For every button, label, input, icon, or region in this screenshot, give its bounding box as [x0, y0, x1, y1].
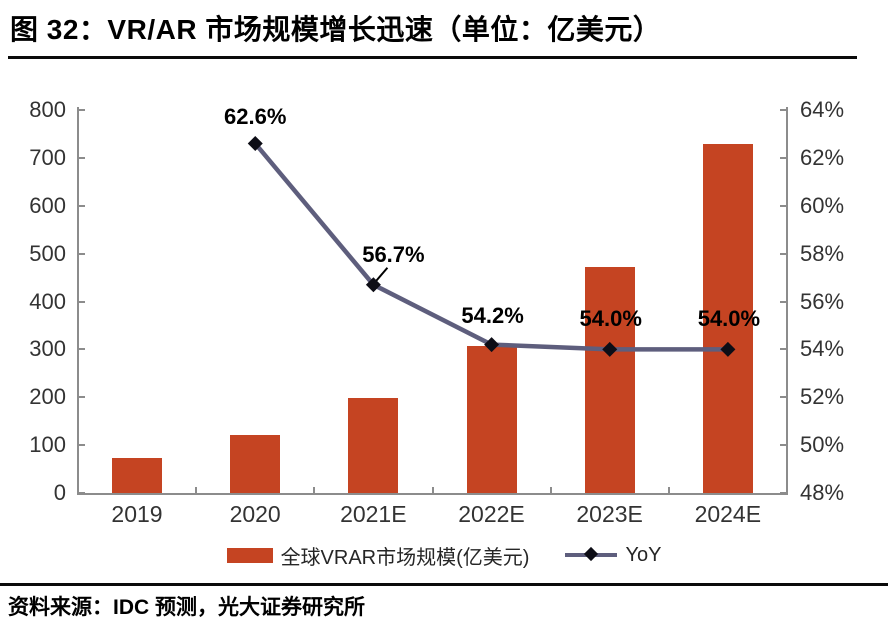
y-axis-right-tick: [780, 109, 787, 111]
bar-2023E: [584, 266, 635, 493]
y-axis-left-tick-label: 200: [29, 384, 66, 410]
y-axis-left-tick-label: 300: [29, 336, 66, 362]
y-axis-left-tick: [78, 492, 85, 494]
x-axis-category-label: 2024E: [694, 501, 762, 527]
y-axis-left-tick-label: 700: [29, 144, 66, 170]
y-axis-left-tick: [78, 252, 85, 255]
y-axis-left-tick: [78, 444, 85, 447]
line-series-swatch-icon: [565, 546, 618, 562]
y-axis-right-tick: [780, 300, 787, 303]
legend-label-yoy: YoY: [625, 543, 662, 566]
title-divider: [8, 56, 857, 59]
y-axis-left-tick: [78, 396, 85, 399]
yoy-data-label: 54.2%: [461, 302, 524, 328]
y-axis-left-tick: [78, 156, 85, 159]
y-axis-right-tick-label: 56%: [800, 288, 845, 314]
y-axis-left-tick-label: 500: [29, 240, 66, 266]
x-axis-category-label: 2021E: [340, 501, 407, 527]
x-axis: [78, 493, 787, 495]
yoy-line-layer: [247, 136, 736, 357]
bar-2021E: [348, 397, 399, 493]
x-axis-tick: [667, 487, 670, 493]
y-axis-right-tick: [780, 444, 787, 447]
x-axis-category-label: 2022E: [458, 501, 525, 527]
y-axis-left-tick: [78, 348, 85, 351]
figure-title: 图 32：VR/AR 市场规模增长迅速（单位：亿美元）: [10, 14, 662, 45]
x-axis-category-label: 2020: [229, 501, 281, 527]
yoy-marker-icon: [602, 341, 618, 357]
y-axis-left-tick: [78, 204, 85, 207]
yoy-marker-icon: [720, 341, 736, 357]
y-axis-right-tick-label: 50%: [800, 432, 845, 458]
y-axis-left-tick-label: 800: [29, 97, 66, 122]
yoy-marker-icon: [484, 337, 500, 353]
x-axis-tick: [195, 487, 198, 493]
y-axis-right-tick: [780, 396, 787, 399]
yoy-data-label: 54.0%: [579, 306, 642, 332]
x-axis-category-label: 2023E: [576, 501, 643, 527]
y-axis-left-tick: [78, 109, 85, 111]
x-axis-tick: [431, 487, 434, 493]
y-axis-right-tick-label: 64%: [800, 97, 845, 122]
diamond-marker-icon: [584, 546, 599, 562]
y-axis-right-tick: [780, 156, 787, 159]
bar-2019: [112, 457, 163, 493]
y-axis-right-tick: [780, 492, 787, 494]
x-axis-tick: [549, 487, 552, 493]
chart-legend: 全球VRAR市场规模(亿美元) YoY: [0, 541, 888, 569]
x-axis-tick: [313, 487, 316, 493]
y-axis-left-tick-label: 100: [29, 432, 66, 458]
yoy-data-label: 62.6%: [224, 103, 287, 129]
bar-2022E: [466, 346, 517, 493]
y-axis-right-tick-label: 54%: [800, 336, 845, 362]
legend-item-market-size: 全球VRAR市场规模(亿美元): [226, 541, 530, 570]
x-axis-category-label: 2019: [111, 501, 163, 527]
y-axis-right-tick-label: 58%: [800, 240, 845, 266]
y-axis-right-tick-label: 62%: [800, 144, 845, 170]
y-axis-left-tick-label: 600: [29, 192, 66, 218]
footer-divider: [0, 583, 888, 586]
bar-series-swatch-icon: [226, 547, 273, 563]
yoy-marker-icon: [365, 277, 381, 293]
bar-2024E: [702, 143, 753, 493]
yoy-marker-icon: [247, 136, 263, 152]
y-axis-left-tick-label: 400: [29, 288, 66, 314]
bar-2020: [230, 435, 281, 493]
yoy-data-label: 56.7%: [362, 241, 425, 267]
y-axis-left-tick-label: 0: [53, 480, 66, 505]
legend-label-market-size: 全球VRAR市场规模(亿美元): [280, 546, 530, 569]
y-axis-right: [786, 107, 788, 495]
y-axis-right-tick-label: 52%: [800, 384, 845, 410]
source-note: 资料来源：IDC 预测，光大证券研究所: [8, 596, 365, 619]
y-axis-right-tick: [780, 348, 787, 351]
y-axis-right-tick-label: 48%: [800, 480, 845, 505]
yoy-data-label: 54.0%: [697, 306, 761, 332]
y-axis-right-tick-label: 60%: [800, 192, 845, 218]
y-axis-left-tick: [78, 300, 85, 303]
y-axis-right-tick: [780, 252, 787, 255]
legend-item-yoy: YoY: [565, 544, 661, 567]
label-leader-line: [374, 267, 389, 283]
y-axis-right-tick: [780, 204, 787, 207]
